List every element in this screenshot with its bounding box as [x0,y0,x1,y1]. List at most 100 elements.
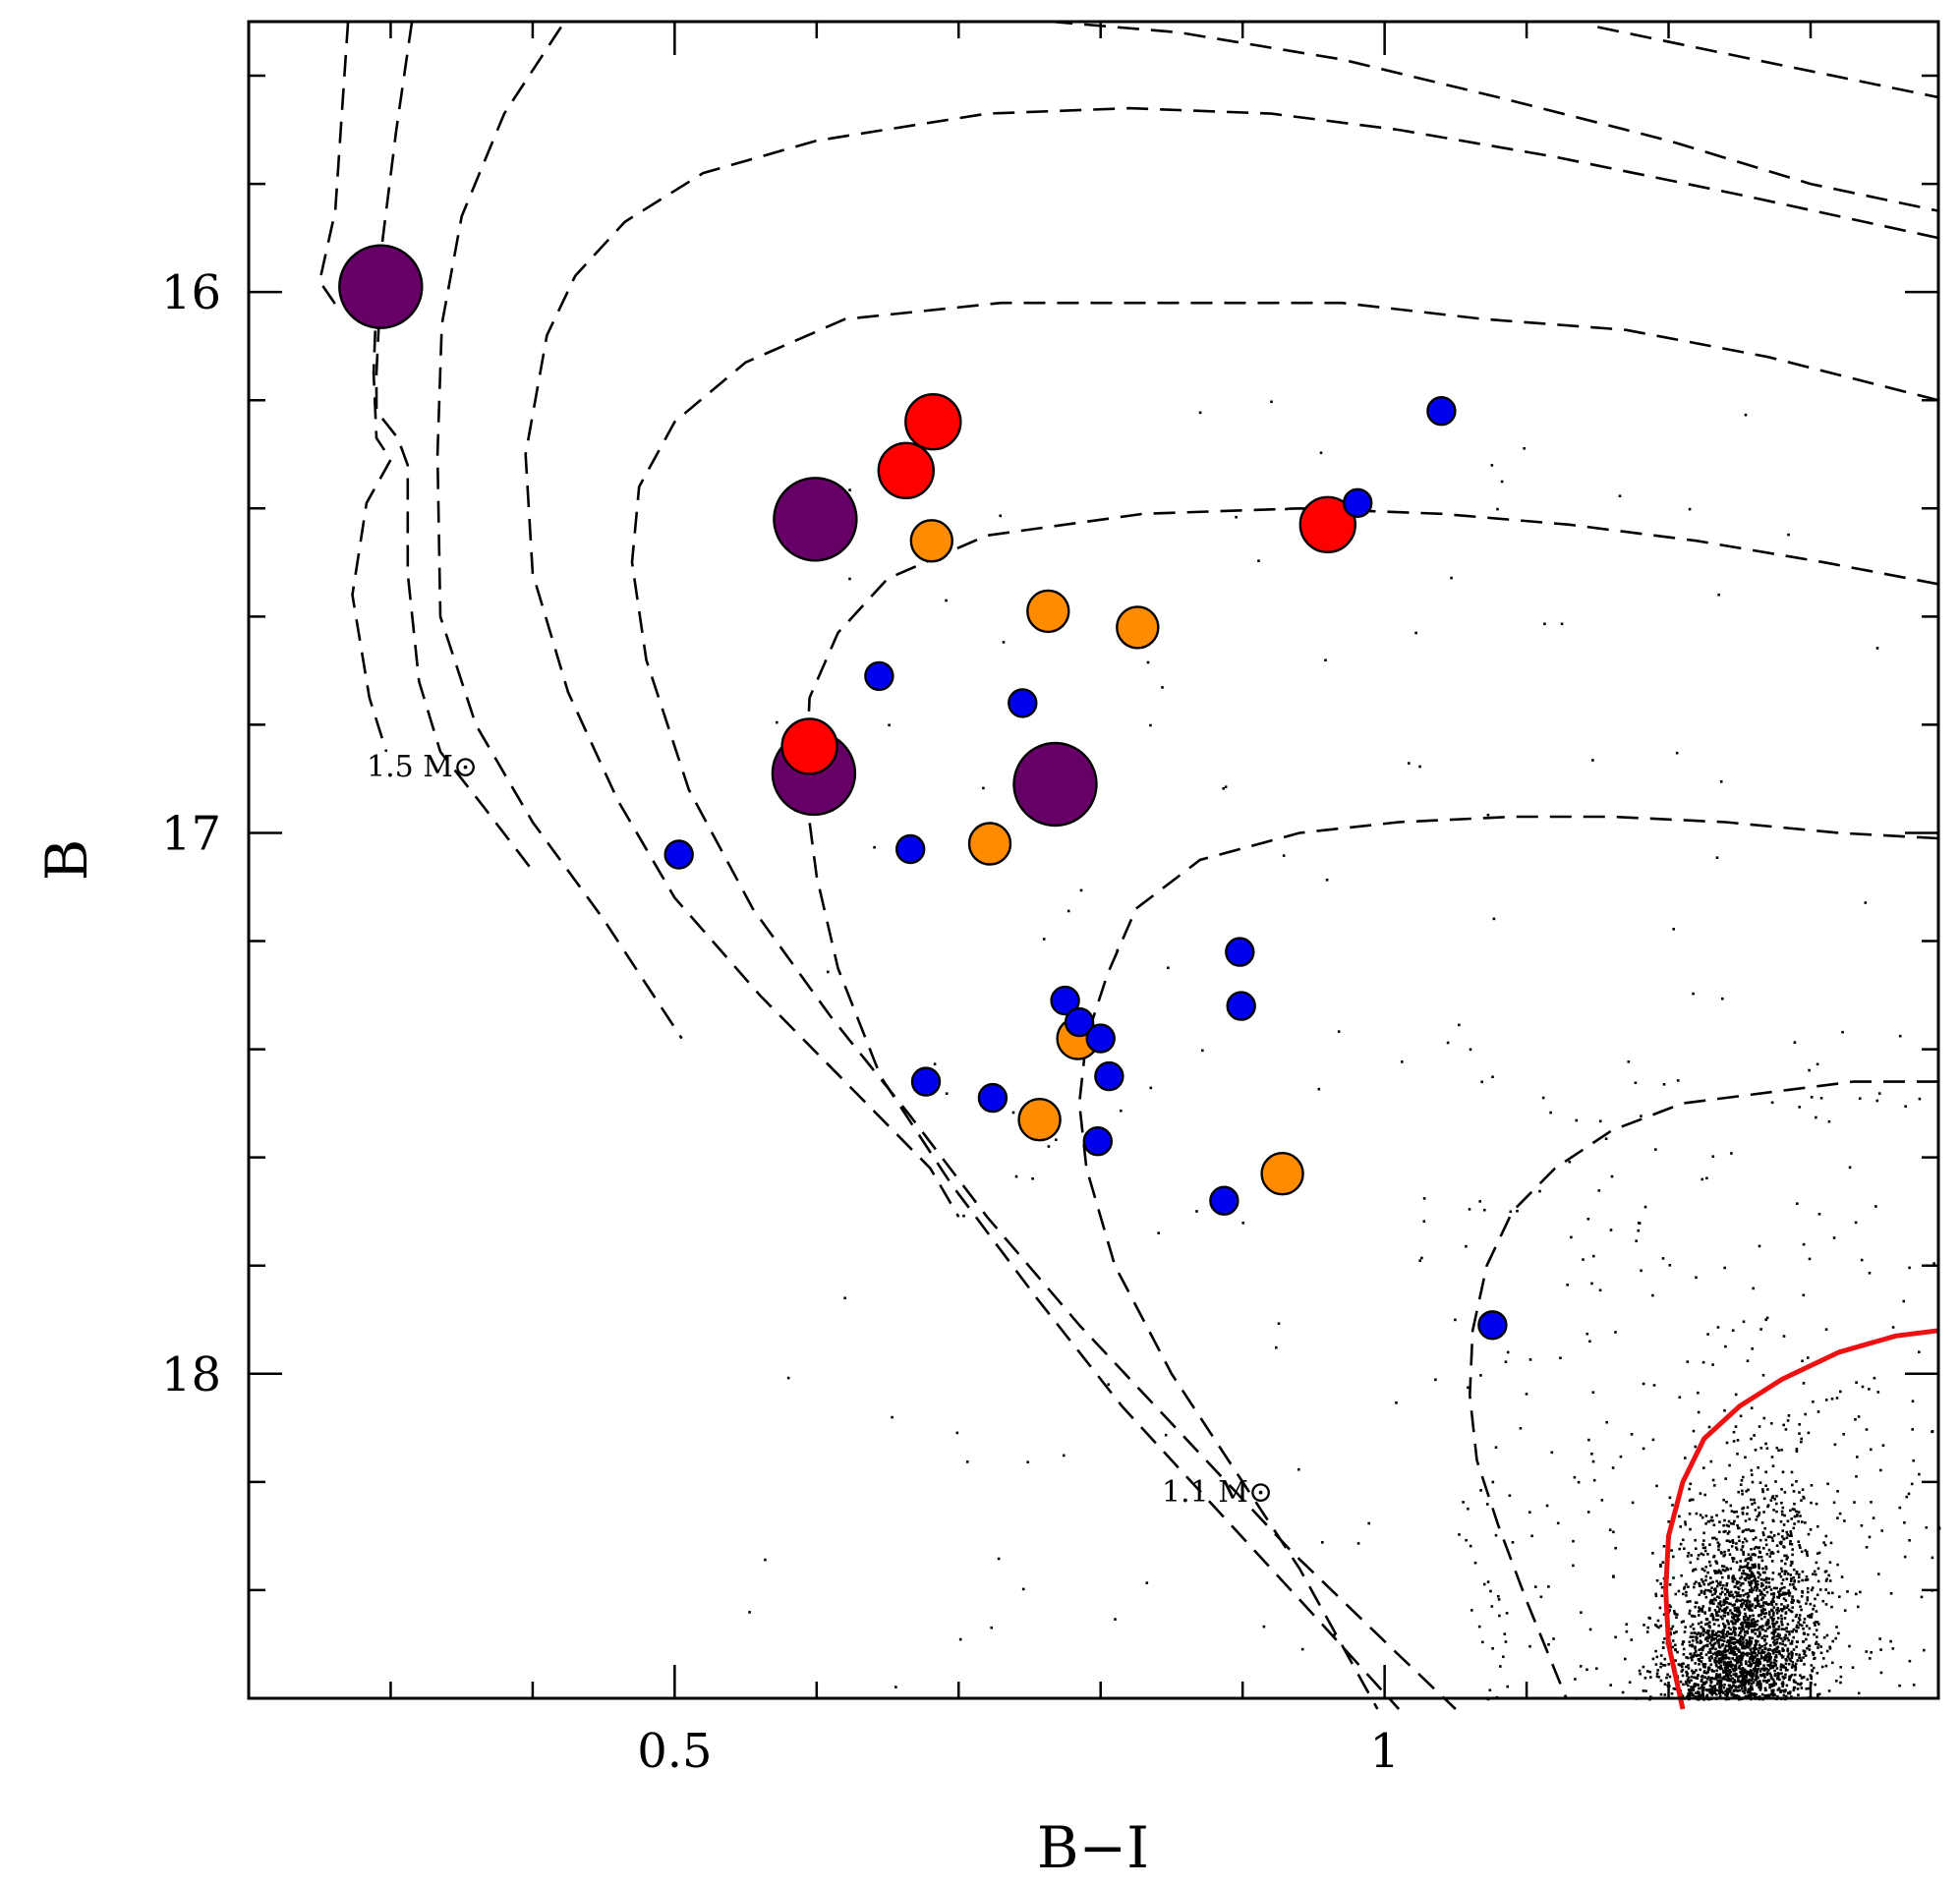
field-star-dot [1757,1571,1759,1574]
field-star-dot [1699,1632,1702,1635]
field-star-dot [1699,1639,1702,1642]
field-star-dot [1872,1516,1875,1519]
field-star-dot [1667,1520,1670,1523]
field-star-dot [1784,1669,1788,1672]
field-star-dot [1752,1287,1755,1290]
field-star-dot [1497,1595,1500,1598]
field-star-dot [1841,1030,1844,1034]
field-star-dot [1839,1666,1842,1669]
field-star-dot [1715,1537,1718,1541]
field-star-dot [1790,1639,1794,1643]
field-star-dot [1673,1610,1676,1613]
field-star-dot [1800,1595,1804,1598]
field-star-dot [1733,1511,1736,1514]
field-star-dot [1783,1676,1787,1679]
field-star-dot [1770,1422,1773,1425]
field-star-dot [1795,1630,1798,1632]
field-star-dot [1731,1621,1735,1625]
field-star-dot [1815,1610,1818,1613]
field-star-dot [1875,1099,1879,1103]
field-star-dot [1759,1328,1762,1331]
field-star-dot [1754,1655,1757,1658]
field-star-dot [1682,1683,1685,1687]
field-star-dot [1737,1580,1741,1584]
field-star-dot [1680,1573,1683,1577]
field-star-dot [1693,1568,1696,1572]
field-star-dot [1758,1686,1760,1689]
field-star-dot [1824,1579,1828,1582]
field-star-dot [1739,1483,1743,1486]
field-star-dot [1826,1482,1829,1486]
field-star-dot [1685,1683,1688,1686]
field-star-dot [1720,1653,1724,1657]
field-star-dot [1773,1669,1776,1673]
field-star-dot [1777,1650,1781,1654]
field-star-dot [1740,1548,1743,1552]
field-star-dot [1714,1587,1717,1590]
field-star-dot [1865,1428,1869,1431]
field-star-dot [1756,1634,1759,1638]
field-star-dot [1777,1636,1781,1639]
field-star-dot [1783,1585,1786,1589]
field-star-dot [1747,1645,1750,1649]
field-star-dot [873,845,876,849]
field-star-dot [1719,1615,1723,1619]
field-star-dot [1605,1420,1608,1424]
field-star-dot [1742,1320,1746,1324]
field-star-dot [1833,1443,1837,1447]
field-star-dot [1783,1617,1787,1620]
field-star-dot [1570,1235,1573,1239]
field-star-dot [1811,1669,1814,1672]
field-star-dot [1710,1586,1713,1589]
field-star-dot [1763,1571,1766,1574]
field-star-dot [1754,1586,1757,1589]
field-star-dot [1800,1550,1804,1554]
field-star-dot [1725,1567,1729,1570]
field-star-dot [1745,1566,1749,1569]
field-star-dot [1759,1591,1763,1594]
field-star-dot [1726,1619,1729,1623]
field-star-dot [1857,1605,1860,1609]
field-star-dot [1717,593,1720,597]
field-star-dot [1764,1688,1767,1692]
field-star-dot [1737,1490,1740,1494]
field-star-dot [1687,1684,1690,1687]
field-star-dot [1719,1676,1722,1679]
field-star-dot [1750,1548,1753,1551]
field-star-dot [1660,1585,1664,1589]
field-star-dot [1749,1694,1753,1697]
field-star-dot [1598,1288,1602,1292]
orange-star-marker [909,519,953,563]
field-star-dot [1736,1680,1740,1683]
field-star-dot [1932,1262,1935,1265]
field-star-dot [1806,1552,1809,1556]
field-star-dot [1761,1667,1765,1670]
field-star-dot [1786,1655,1790,1658]
field-star-dot [1758,1670,1762,1673]
field-star-dot [1707,1630,1710,1632]
field-star-dot [1775,1495,1778,1498]
blue-star-marker [1225,937,1255,967]
field-star-dot [1757,1651,1760,1655]
field-star-dot [1925,1526,1929,1529]
field-star-dot [1722,1639,1726,1643]
field-star-dot [1659,1654,1663,1657]
field-star-dot [1778,1572,1781,1575]
field-star-dot [1691,1669,1694,1673]
field-star-dot [1740,1663,1743,1666]
field-star-dot [1446,1041,1450,1045]
field-star-dot [1786,1572,1790,1575]
field-star-dot [1803,1652,1806,1656]
field-star-dot [1729,1644,1733,1648]
field-star-dot [1687,1680,1690,1683]
field-star-dot [1781,1591,1785,1595]
field-star-dot [1735,1546,1738,1549]
field-star-dot [1711,1536,1714,1540]
field-star-dot [1709,1602,1712,1605]
field-star-dot [1660,1594,1664,1597]
field-star-dot [1706,1651,1710,1654]
field-star-dot [1668,1604,1671,1607]
field-star-dot [1779,1668,1783,1672]
field-star-dot [1066,909,1070,913]
field-star-dot [1732,1522,1735,1525]
